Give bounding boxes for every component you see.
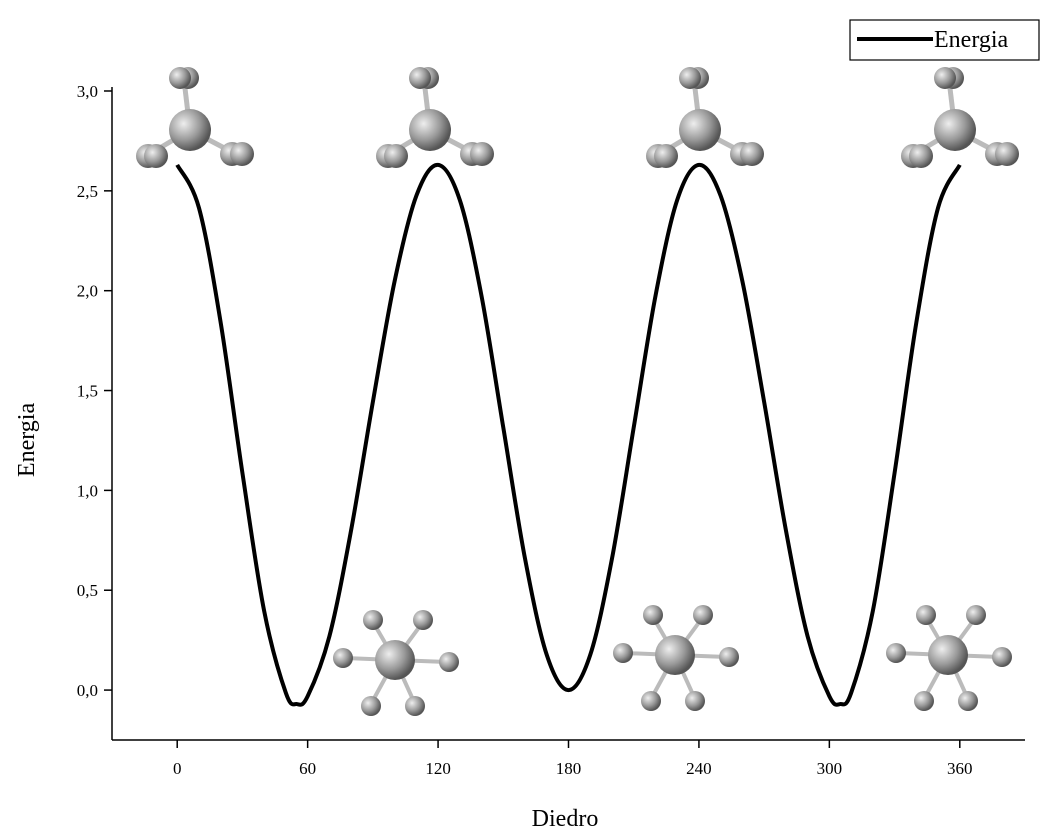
x-axis-title: Diedro bbox=[532, 806, 599, 832]
y-tick-label: 0,5 bbox=[77, 581, 98, 600]
y-tick-label: 2,5 bbox=[77, 182, 98, 201]
y-tick-label: 3,0 bbox=[77, 82, 98, 101]
y-tick-label: 1,5 bbox=[77, 382, 98, 401]
x-tick-label: 180 bbox=[556, 759, 582, 778]
x-tick-label: 240 bbox=[686, 759, 712, 778]
x-tick-label: 360 bbox=[947, 759, 973, 778]
legend: Energia bbox=[850, 20, 1039, 60]
x-tick-label: 0 bbox=[173, 759, 182, 778]
y-axis-title: Energia bbox=[14, 403, 40, 478]
x-tick-label: 120 bbox=[425, 759, 451, 778]
chart: Diedro Energia 0,0 0,5 1,0 1,5 2,0 2,5 3,0 0 60 1… bbox=[0, 0, 1041, 834]
y-tick-label: 2,0 bbox=[77, 282, 98, 301]
y-tick-label: 0,0 bbox=[77, 681, 98, 700]
legend-label: Energia bbox=[934, 27, 1009, 53]
data-line bbox=[177, 165, 960, 705]
molecule-illustrations bbox=[136, 67, 1019, 716]
x-tick-label: 300 bbox=[817, 759, 843, 778]
y-tick-label: 1,0 bbox=[77, 481, 98, 500]
x-tick-label: 60 bbox=[299, 759, 316, 778]
